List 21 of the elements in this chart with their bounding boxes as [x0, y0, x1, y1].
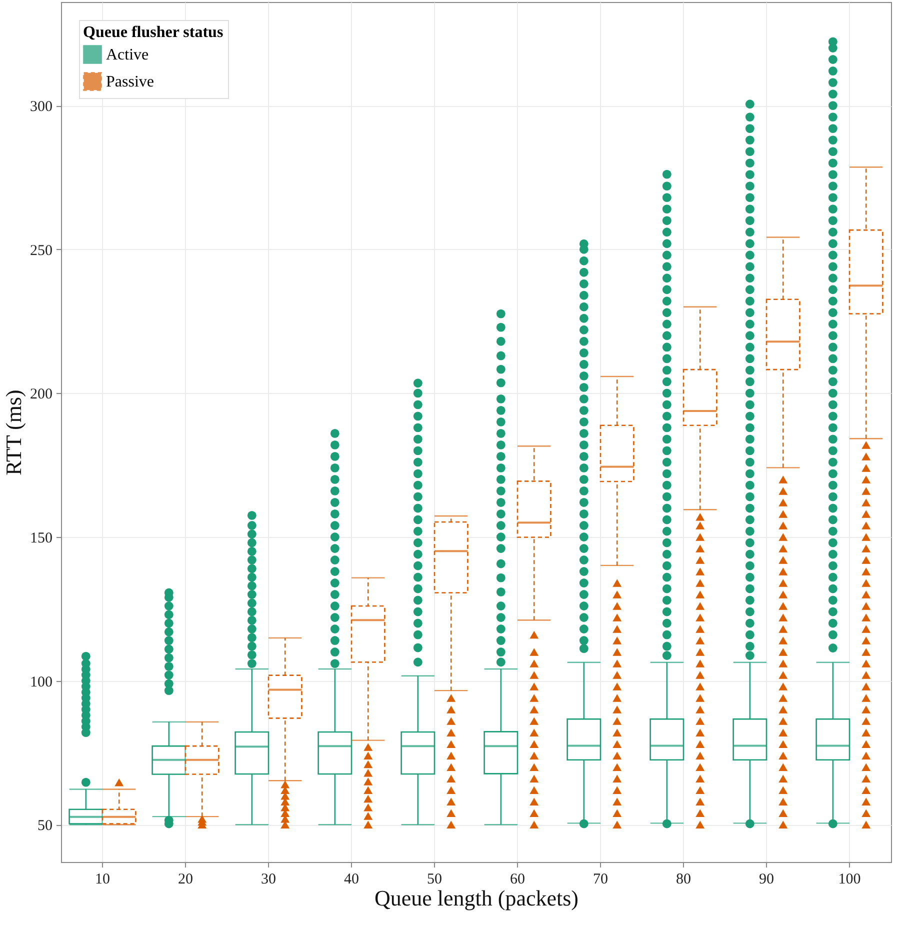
x-tick-label: 40 [344, 872, 359, 888]
x-tick-label: 30 [261, 872, 276, 888]
x-tick-label: 10 [95, 872, 110, 888]
y-tick-label: 50 [38, 818, 52, 834]
x-tick-label: 60 [510, 872, 525, 888]
legend-title: Queue flusher status [83, 24, 224, 41]
x-tick-label: 80 [676, 872, 691, 888]
y-tick-label: 250 [30, 242, 52, 259]
y-axis-title: RTT (ms) [1, 390, 26, 476]
y-tick-label: 100 [30, 674, 52, 690]
x-tick-label: 20 [178, 872, 193, 888]
x-tick-label: 100 [838, 872, 861, 888]
y-tick-label: 150 [30, 530, 52, 546]
x-tick-label: 90 [759, 872, 774, 888]
x-tick-label: 70 [593, 872, 608, 888]
x-tick-label: 50 [427, 872, 442, 888]
y-tick-label: 300 [30, 99, 52, 116]
legend-label: Passive [106, 74, 154, 90]
legend-label: Active [106, 46, 149, 64]
x-axis-title: Queue length (packets) [374, 886, 579, 910]
y-tick-label: 200 [30, 386, 52, 403]
